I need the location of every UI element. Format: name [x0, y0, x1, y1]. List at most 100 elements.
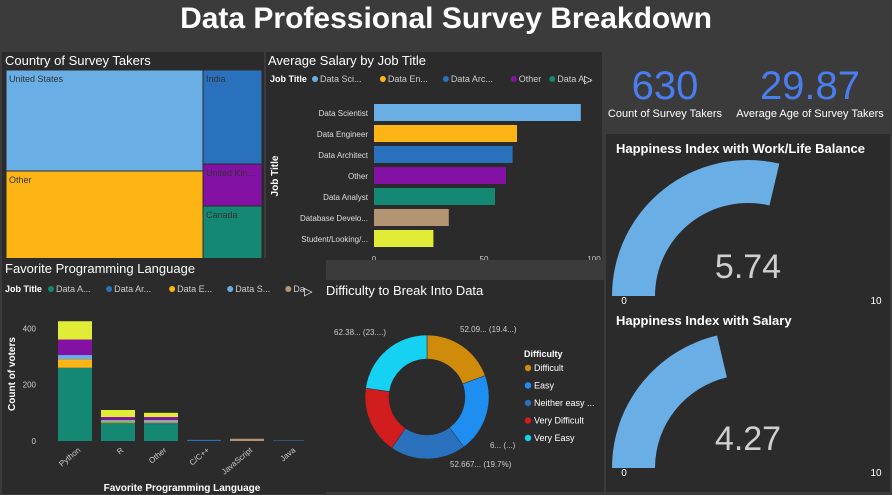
salary-category-label: Data Scientist [319, 109, 369, 118]
treemap-tile [5, 69, 204, 172]
legend-marker [312, 76, 318, 82]
legend-marker [169, 286, 176, 292]
legend-label: Data A... [56, 284, 91, 294]
gauge-salary-chart: Happiness Index with Salary 4.27 0 10 [612, 313, 882, 479]
gauge-arc [612, 335, 727, 468]
lang-bar-segment [101, 417, 135, 420]
legend-label: Data Arc... [451, 74, 493, 84]
legend-label: Data A... [557, 74, 592, 84]
legend-label: Data S... [235, 284, 270, 294]
legend-marker [48, 286, 54, 292]
lang-bar-segment [58, 355, 92, 360]
salary-bar [374, 125, 517, 142]
salary-bar [374, 104, 581, 121]
gauge-salary-panel: Happiness Index with Salary 4.27 0 10 [606, 306, 890, 492]
lang-bar-segment [230, 438, 264, 441]
salary-panel: Average Salary by Job Title Job Title Dat… [266, 52, 602, 260]
difficulty-legend-label: Difficult [534, 363, 564, 373]
treemap-label: United States [9, 74, 64, 84]
lang-y-tick: 400 [23, 324, 37, 333]
lang-x-tick: C/C++ [188, 445, 212, 467]
kpi-age-label: Average Age of Survey Takers [736, 108, 884, 120]
treemap-label: Canada [206, 210, 238, 220]
gauge-work-chart: Happiness Index with Work/Life Balance 5.… [612, 141, 882, 307]
treemap-tile [5, 170, 204, 260]
salary-category-label: Other [348, 172, 368, 181]
dashboard-title: Data Professional Survey Breakdown [180, 2, 712, 35]
lang-bar-segment [144, 417, 178, 420]
lang-bar-segment [101, 422, 135, 441]
legend-label: Other [519, 74, 542, 84]
salary-title: Average Salary by Job Title [268, 53, 427, 68]
donut-slice [426, 334, 486, 385]
gauge-min-label: 0 [621, 468, 627, 479]
salary-bar [374, 188, 495, 205]
lang-bar-segment [144, 412, 178, 418]
lang-bar-segment [58, 339, 92, 356]
lang-y-tick: 200 [23, 381, 37, 390]
kpi-count-label: Count of Survey Takers [607, 108, 723, 120]
lang-x-tick: Java [279, 445, 298, 463]
lang-bar-segment [273, 440, 307, 441]
lang-bar-segment [144, 421, 178, 423]
difficulty-donut-chart: Difficulty to Break Into Data ▷ 52.09... (… [304, 283, 595, 469]
legend-marker [510, 76, 517, 82]
legend-marker [285, 286, 292, 292]
donut-data-label: 52.09... (19.4...) [460, 325, 517, 334]
language-bar-chart: Job Title Data A... Data Ar... Data E... Dat… [5, 284, 326, 494]
treemap-label: India [206, 74, 226, 84]
salary-x-tick: 0 [372, 255, 377, 260]
gauge-arc [612, 160, 780, 296]
country-title: Country of Survey Takers [5, 53, 151, 68]
kpi-count-value: 630 [631, 64, 699, 108]
country-treemap: United States Other India United Kin... Cana… [5, 69, 263, 260]
gauge-value: 4.27 [715, 420, 781, 458]
treemap-label: United Kin... [206, 168, 255, 178]
difficulty-legend-marker [524, 399, 532, 407]
salary-category-label: Data Analyst [323, 193, 369, 202]
difficulty-legend-title: Difficulty [524, 349, 563, 359]
lang-y-label: Count of voters [7, 337, 18, 411]
salary-bar [374, 167, 506, 184]
difficulty-legend-marker [524, 364, 532, 372]
salary-bar [374, 146, 513, 163]
language-title: Favorite Programming Language [5, 261, 196, 276]
legend-label: Data E... [177, 284, 212, 294]
language-panel: Favorite Programming Language Job Title D… [2, 258, 326, 494]
legend-marker [379, 76, 386, 82]
lang-x-tick: Python [57, 446, 82, 469]
legend-next-icon: ▷ [584, 74, 593, 86]
salary-category-label: Student/Looking/... [301, 235, 368, 244]
legend-label: Data Sci... [320, 74, 362, 84]
difficulty-legend-marker [524, 382, 532, 389]
lang-bar-segment [187, 439, 221, 441]
treemap-tile [202, 163, 263, 207]
lang-bar-segment [58, 321, 92, 340]
legend-label: Data En... [388, 74, 428, 84]
lang-x-tick: JavaScript [220, 445, 255, 476]
gauge-max-label: 10 [870, 468, 882, 479]
legend-label: Data Ar... [114, 284, 151, 294]
salary-bar [374, 230, 434, 247]
lang-bar-segment [144, 424, 178, 441]
country-panel: Country of Survey Takers United States Ot… [2, 52, 264, 260]
lang-bar-segment [58, 367, 92, 441]
difficulty-next-icon: ▷ [304, 286, 313, 298]
lang-x-label: Favorite Programming Language [104, 483, 261, 494]
difficulty-legend-label: Easy [534, 381, 555, 391]
salary-x-tick: 100 [587, 255, 601, 260]
lang-x-tick: Other [147, 445, 168, 465]
lang-bar-segment [58, 359, 92, 368]
salary-bar-chart: Job Title Data Sci... Data En... Data Arc..… [270, 74, 601, 260]
lang-bar-segment [101, 419, 135, 422]
legend-marker [227, 286, 234, 292]
salary-category-label: Data Engineer [317, 130, 368, 139]
legend-marker [549, 76, 556, 82]
salary-category-label: Data Architect [318, 151, 369, 160]
lang-x-tick: R [115, 445, 125, 456]
treemap-tile [202, 69, 263, 165]
salary-category-label: Database Develo... [300, 214, 368, 223]
salary-x-tick: 50 [480, 255, 489, 260]
kpi-count: 630 Count of Survey Takers [604, 64, 726, 120]
difficulty-legend-label: Very Difficult [534, 416, 584, 426]
